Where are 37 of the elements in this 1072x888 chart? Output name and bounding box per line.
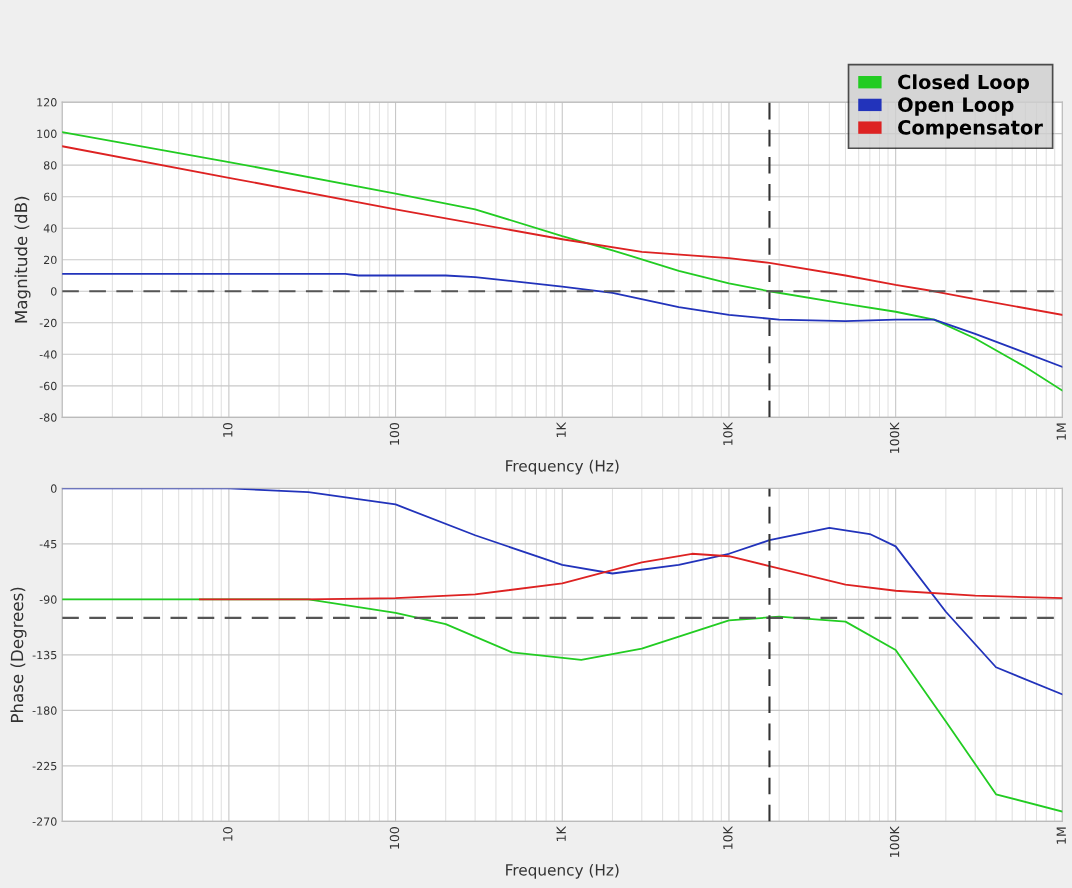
y-axis-title: Magnitude (dB): [14, 196, 31, 323]
y-tick-label: -270: [32, 817, 57, 826]
x-tick-label: 10K: [723, 421, 733, 445]
x-tick-label: 100: [389, 423, 400, 445]
y-tick-label: -40: [39, 350, 57, 359]
y-tick-label: 80: [43, 161, 57, 170]
y-tick-label: -80: [39, 413, 57, 422]
x-tick-label: 100: [389, 827, 400, 849]
legend-label: Compensator: [898, 120, 1043, 139]
y-tick-label: 0: [50, 287, 57, 296]
x-tick-label: 1K: [556, 421, 566, 437]
y-tick-label: -90: [39, 595, 57, 604]
legend-label: Closed Loop: [898, 74, 1030, 94]
x-tick-label: 1K: [556, 826, 566, 842]
legend-label: Open Loop: [898, 97, 1014, 116]
y-axis-title: Phase (Degrees): [10, 587, 27, 722]
x-tick-label: 1M: [1056, 827, 1066, 844]
x-tick-label: 1M: [1056, 423, 1066, 440]
y-tick-label: 20: [43, 255, 57, 265]
x-axis-title: Frequency (Hz): [506, 459, 619, 475]
y-tick-label: 100: [37, 129, 57, 139]
y-tick-label: 0: [50, 484, 57, 493]
y-tick-label: 120: [37, 98, 57, 107]
x-tick-label: 100K: [889, 826, 900, 857]
x-axis-title: Frequency (Hz): [506, 863, 619, 879]
y-tick-label: -225: [32, 761, 57, 771]
y-tick-label: 40: [43, 224, 57, 233]
y-tick-label: -45: [39, 540, 57, 549]
y-tick-label: -60: [39, 381, 57, 391]
y-tick-label: -135: [32, 650, 57, 660]
y-tick-label: -180: [32, 706, 57, 715]
x-tick-label: 10: [223, 423, 233, 437]
x-tick-label: 10K: [723, 826, 733, 849]
y-tick-label: -20: [39, 318, 57, 328]
x-tick-label: 10: [223, 827, 233, 841]
x-tick-label: 100K: [889, 421, 900, 453]
y-tick-label: 60: [43, 192, 57, 202]
